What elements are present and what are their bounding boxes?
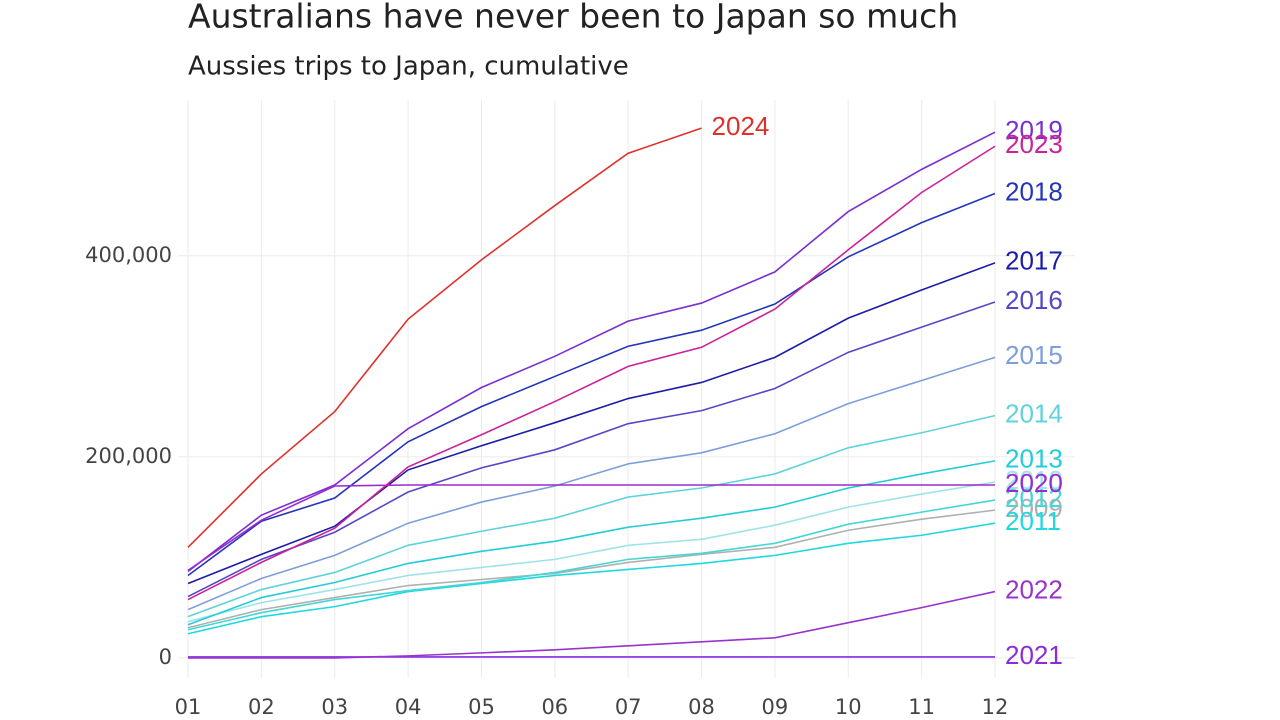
x-tick-label: 10 bbox=[835, 695, 862, 719]
series-line bbox=[187, 522, 996, 635]
y-tick-label: 400,000 bbox=[85, 243, 172, 267]
series-line bbox=[187, 484, 995, 572]
series-line bbox=[187, 499, 996, 631]
series-label: 2011 bbox=[1005, 506, 1061, 536]
series-line bbox=[187, 145, 996, 601]
x-tick-label: 12 bbox=[982, 695, 1009, 719]
series-label: 2014 bbox=[1005, 399, 1063, 429]
y-tick-label: 0 bbox=[159, 645, 172, 669]
series-label: 2022 bbox=[1005, 574, 1063, 604]
series-label: 2010 bbox=[1005, 465, 1063, 495]
x-tick-label: 03 bbox=[321, 695, 348, 719]
series-line bbox=[187, 127, 702, 548]
series-line bbox=[187, 262, 996, 585]
series-label: 2023 bbox=[1005, 129, 1063, 159]
series-label: 2019 bbox=[1005, 115, 1063, 145]
series-label: 2012 bbox=[1005, 483, 1063, 513]
series-line bbox=[187, 509, 996, 629]
x-tick-label: 07 bbox=[615, 695, 642, 719]
y-tick-label: 200,000 bbox=[85, 444, 172, 468]
series-line bbox=[187, 301, 996, 598]
series-label: 2016 bbox=[1005, 285, 1063, 315]
series-line bbox=[188, 590, 996, 659]
series-label: 2013 bbox=[1005, 444, 1063, 474]
x-tick-label: 04 bbox=[395, 695, 422, 719]
series-label: 2017 bbox=[1005, 246, 1063, 276]
series-line bbox=[187, 131, 996, 573]
series-line bbox=[187, 414, 996, 618]
series-label: 2009 bbox=[1005, 493, 1063, 523]
chart-title: Australians have never been to Japan so … bbox=[188, 0, 958, 36]
series-label: 2018 bbox=[1005, 176, 1063, 206]
x-tick-label: 06 bbox=[541, 695, 568, 719]
x-tick-label: 11 bbox=[908, 695, 935, 719]
series-label: 2020 bbox=[1005, 468, 1063, 498]
series-line bbox=[187, 481, 996, 623]
series-label: 2021 bbox=[1005, 640, 1063, 670]
x-tick-label: 01 bbox=[175, 695, 202, 719]
series-label: 2015 bbox=[1005, 340, 1063, 370]
x-tick-label: 02 bbox=[248, 695, 275, 719]
x-tick-label: 08 bbox=[688, 695, 715, 719]
x-tick-label: 05 bbox=[468, 695, 495, 719]
series-label: 2024 bbox=[712, 111, 770, 141]
series-line bbox=[187, 192, 996, 577]
series-line bbox=[187, 356, 996, 611]
x-tick-label: 09 bbox=[762, 695, 789, 719]
chart-subtitle: Aussies trips to Japan, cumulative bbox=[188, 52, 629, 82]
